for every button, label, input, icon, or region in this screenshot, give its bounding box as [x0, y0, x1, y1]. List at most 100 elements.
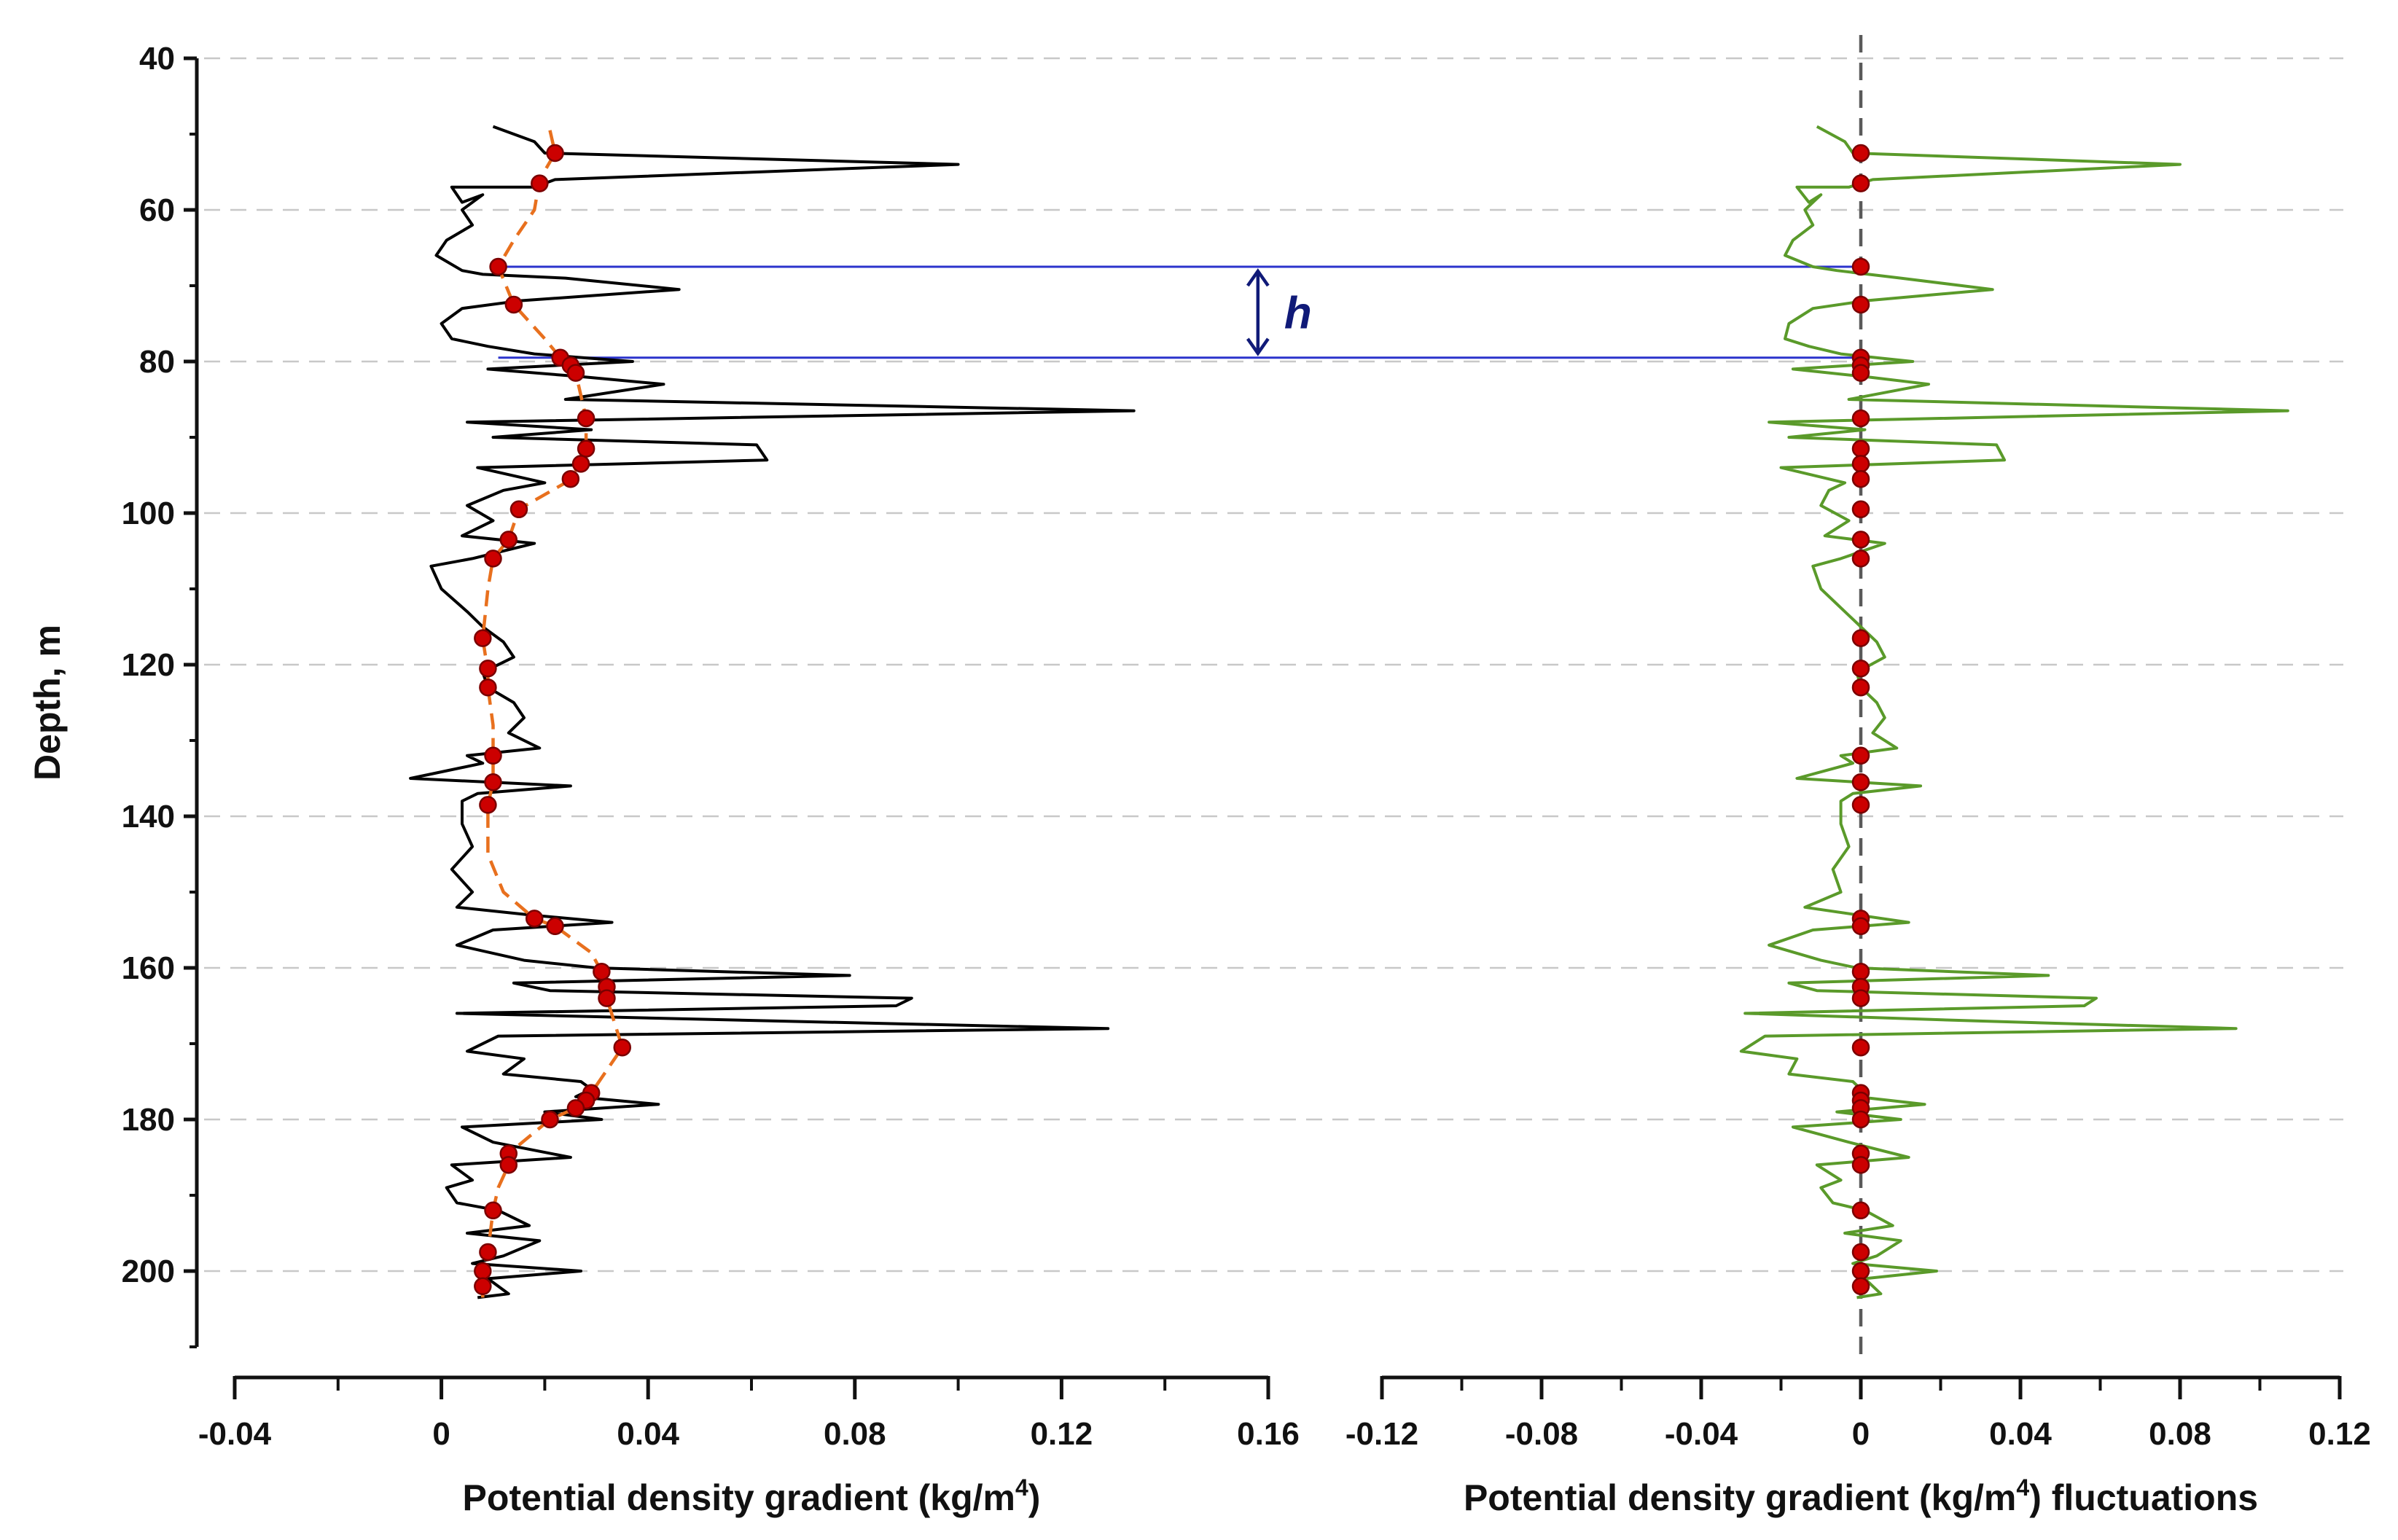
- left-x-tick-label: 0.12: [1031, 1416, 1093, 1452]
- y-tick-label: 120: [122, 647, 175, 683]
- y-tick-label: 40: [139, 41, 175, 77]
- right-x-axis-title: Potential density gradient (kg/m4) fluct…: [1464, 1474, 2258, 1518]
- right-red-marker: [1851, 500, 1870, 519]
- right-red-marker: [1851, 773, 1870, 792]
- depth-gridlines: [204, 57, 2343, 1273]
- right-x-title-superscript: 4: [2016, 1474, 2029, 1501]
- right-red-marker: [1851, 796, 1870, 814]
- right-x-tick-label: -0.12: [1346, 1416, 1418, 1452]
- annotation-h-label: h: [1284, 288, 1312, 338]
- marker-layer: [474, 144, 1870, 1296]
- right-red-marker: [1851, 439, 1870, 458]
- right-red-marker: [1851, 455, 1870, 473]
- right-x-tick-label: 0.04: [1989, 1416, 2052, 1452]
- y-tick-label: 160: [122, 950, 175, 986]
- annotation-bracket: h: [1246, 268, 1312, 356]
- right-red-marker: [1851, 917, 1870, 936]
- left-red-marker: [499, 531, 518, 549]
- left-red-marker: [484, 773, 502, 792]
- right-red-marker: [1851, 1156, 1870, 1174]
- bracket-arrowhead-top: [1246, 268, 1270, 287]
- right-red-marker: [1851, 257, 1870, 276]
- left-red-marker: [479, 659, 497, 678]
- left-red-marker: [598, 989, 616, 1007]
- right-red-marker: [1851, 295, 1870, 314]
- left-red-marker: [484, 746, 502, 765]
- y-tick-label: 180: [122, 1102, 175, 1138]
- right-red-marker: [1851, 1262, 1870, 1281]
- right-red-marker: [1851, 1201, 1870, 1220]
- right-x-tick-label: 0.08: [2149, 1416, 2211, 1452]
- left-red-marker: [504, 295, 523, 314]
- left-red-marker: [531, 174, 549, 192]
- left-red-marker: [566, 364, 585, 382]
- left-red-marker: [479, 1243, 497, 1262]
- left-x-axis-title: Potential density gradient (kg/m4): [463, 1474, 1041, 1518]
- right-x-tick-label: 0.12: [2308, 1416, 2371, 1452]
- left-x-tick-label: 0.04: [617, 1416, 679, 1452]
- series-layer: [409, 125, 2289, 1299]
- left-x-axis: -0.04 0 0.04 0.08 0.12 0.16: [198, 1375, 1300, 1452]
- y-tick-label: 140: [122, 799, 175, 835]
- left-red-marker: [525, 910, 544, 928]
- left-red-marker: [561, 469, 580, 488]
- left-red-marker: [546, 917, 564, 936]
- right-red-marker: [1851, 746, 1870, 765]
- left-x-title-superscript: 4: [1015, 1474, 1028, 1501]
- right-red-marker: [1851, 550, 1870, 568]
- left-red-marker: [484, 1201, 502, 1220]
- left-x-tick-label: 0: [432, 1416, 450, 1452]
- right-red-marker: [1851, 1038, 1870, 1057]
- right-red-marker: [1851, 629, 1870, 647]
- left-red-marker: [613, 1038, 631, 1057]
- right-red-marker: [1851, 659, 1870, 678]
- right-red-marker: [1851, 174, 1870, 192]
- right-red-marker: [1851, 678, 1870, 697]
- right-red-marker: [1851, 989, 1870, 1007]
- right-red-marker: [1851, 962, 1870, 981]
- left-x-tick-label: 0.08: [824, 1416, 886, 1452]
- bracket-arrowhead-bottom: [1246, 337, 1270, 356]
- right-x-axis: -0.12 -0.08 -0.04 0 0.04 0.08 0.12: [1346, 1375, 2371, 1452]
- left-red-marker: [577, 439, 595, 458]
- right-red-marker: [1851, 1277, 1870, 1296]
- depth-axis: 40 60 80 100 120 140 160 180 200: [122, 41, 199, 1348]
- left-red-marker: [474, 1262, 492, 1281]
- left-red-marker: [546, 144, 564, 163]
- y-tick-label: 80: [139, 344, 175, 380]
- right-red-marker: [1851, 409, 1870, 428]
- left-red-marker: [479, 796, 497, 814]
- right-x-tick-label: -0.08: [1505, 1416, 1578, 1452]
- left-red-marker: [484, 550, 502, 568]
- left-red-marker: [566, 1099, 585, 1117]
- left-red-marker: [474, 1277, 492, 1296]
- right-red-marker: [1851, 364, 1870, 382]
- left-x-tick-label: -0.04: [198, 1416, 272, 1452]
- right-red-marker: [1851, 469, 1870, 488]
- left-red-marker: [499, 1156, 518, 1174]
- right-x-tick-label: 0: [1852, 1416, 1870, 1452]
- left-x-tick-label: 0.16: [1237, 1416, 1300, 1452]
- right-x-tick-label: -0.04: [1665, 1416, 1738, 1452]
- left-red-marker: [489, 257, 507, 276]
- left-x-title-text: Potential density gradient (kg/m: [463, 1477, 1015, 1518]
- left-red-marker: [577, 409, 595, 428]
- right-fluctuations-line: [1739, 125, 2289, 1299]
- left-red-marker: [593, 962, 611, 981]
- right-red-marker: [1851, 1110, 1870, 1129]
- right-x-title-suffix: ) fluctuations: [2029, 1477, 2258, 1518]
- left-x-title-suffix: ): [1028, 1477, 1041, 1518]
- right-red-marker: [1851, 1243, 1870, 1262]
- right-red-marker: [1851, 144, 1870, 163]
- left-red-marker: [479, 678, 497, 697]
- left-red-marker: [541, 1110, 559, 1129]
- left-red-marker: [509, 500, 528, 519]
- left-smoothed-profile-line: [481, 130, 625, 1298]
- left-red-marker: [571, 455, 590, 473]
- left-red-marker: [474, 629, 492, 647]
- y-tick-label: 100: [122, 496, 175, 531]
- annotation-lines: [498, 265, 1861, 359]
- y-tick-label: 60: [139, 192, 175, 228]
- right-red-marker: [1851, 531, 1870, 549]
